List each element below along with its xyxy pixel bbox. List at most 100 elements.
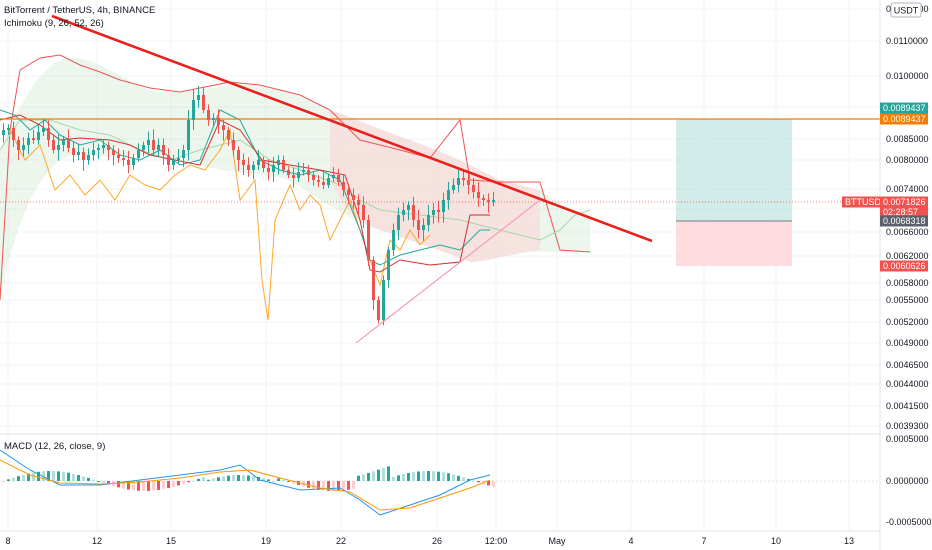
currency-badge[interactable]: [890, 2, 922, 18]
price-badge: [880, 113, 928, 125]
price-badge-label: 0.0071826: [883, 197, 926, 207]
macd-histogram-bar: [27, 473, 30, 481]
macd-tick-label: 0.0005000: [886, 434, 929, 444]
candle-body: [392, 230, 395, 250]
macd-histogram-bar: [62, 471, 65, 481]
price-tick-label: 0.0049000: [886, 338, 929, 348]
macd-histogram-bar: [317, 481, 320, 490]
candle-body: [12, 128, 15, 140]
senkou-span-b: [0, 54, 591, 301]
price-tick-label: 0.0080000: [886, 155, 929, 165]
candle-body: [102, 145, 105, 148]
time-axis[interactable]: 8 12 15 19 22 26 12:00 May 4 7 10 13: [5, 536, 854, 546]
candle-body: [457, 178, 460, 185]
macd-histogram-bar: [192, 480, 195, 482]
macd-histogram-bar: [127, 481, 130, 490]
macd-histogram-bar: [222, 476, 225, 481]
kijun-sen: [0, 114, 490, 273]
candle-body: [37, 132, 40, 140]
price-badge: [842, 196, 880, 208]
candle-body: [257, 160, 260, 165]
candle-body: [147, 140, 150, 145]
macd-histogram-bar: [252, 476, 255, 481]
candle-body: [107, 145, 110, 150]
macd-histogram-bar: [147, 481, 150, 491]
candle-body: [192, 100, 195, 120]
macd-histogram-bar: [237, 475, 240, 481]
candle-body: [222, 125, 225, 130]
macd-histogram-bar: [207, 479, 210, 481]
ichimoku-legend: Ichimoku (9, 26, 52, 26): [4, 18, 104, 29]
candle-body: [162, 145, 165, 155]
candle-body: [437, 210, 440, 212]
macd-histogram-bar: [67, 472, 70, 481]
candle-body: [307, 170, 310, 175]
macd-histogram-bar: [22, 474, 25, 481]
macd-histogram-bar: [152, 481, 155, 491]
macd-histogram-bar: [87, 477, 90, 481]
time-tick-label: 7: [701, 536, 706, 546]
macd-histogram-bar: [227, 475, 230, 481]
macd-histogram-bar: [327, 481, 330, 491]
price-badge-label: 0.0089437: [883, 114, 926, 124]
macd-histogram-bar: [102, 481, 105, 483]
candle-body: [202, 95, 205, 110]
candle-body: [427, 215, 430, 225]
macd-tick-label: 0.0000000: [886, 476, 929, 486]
price-badge-label: BTTUSDT: [845, 197, 887, 207]
macd-histogram-bar: [472, 480, 475, 482]
price-tick-label: 0.0052000: [886, 317, 929, 327]
candle-body: [142, 145, 145, 150]
macd-histogram-bar: [122, 481, 125, 489]
macd-histogram-bar: [32, 472, 35, 481]
candle-body: [132, 158, 135, 165]
macd-histogram-bar: [377, 469, 380, 481]
candle-body: [377, 300, 380, 320]
candle-body: [157, 145, 160, 150]
macd-histogram-bar: [362, 474, 365, 481]
candle-body: [112, 150, 115, 155]
macd-histogram-bar: [307, 481, 310, 488]
macd-histogram-bar: [167, 481, 170, 489]
chart-title: BitTorrent / TetherUS, 4h, BINANCE: [4, 5, 155, 16]
candle-body: [312, 175, 315, 180]
macd-histogram-bar: [332, 481, 335, 491]
macd-histogram-bar: [427, 471, 430, 481]
candle-body: [17, 140, 20, 150]
price-badge-label: 0.0089437: [883, 103, 926, 113]
macd-histogram-bar: [52, 471, 55, 481]
candle-body: [407, 205, 410, 210]
candle-body: [492, 200, 495, 202]
macd-histogram-bar: [347, 481, 350, 490]
macd-histogram-bar: [337, 481, 340, 491]
candle-body: [57, 145, 60, 150]
candle-body: [217, 118, 220, 125]
candle-body: [62, 140, 65, 145]
macd-histogram-bar: [322, 481, 325, 491]
candle-body: [357, 200, 360, 205]
macd-histogram-bar: [282, 480, 285, 482]
macd-histogram-bar: [352, 481, 355, 489]
macd-histogram-bar: [212, 478, 215, 481]
candle-body: [122, 158, 125, 160]
candle-body: [262, 160, 265, 168]
candle-body: [7, 128, 10, 130]
candle-body: [267, 168, 270, 172]
price-tick-label: 0.0058000: [886, 278, 929, 288]
candle-body: [117, 155, 120, 158]
time-tick-label: 4: [628, 536, 633, 546]
stop-zone: [676, 221, 792, 266]
macd-legend: MACD (12, 26, close, 9): [4, 441, 105, 452]
macd-histogram-bar: [442, 472, 445, 481]
descending-trendline[interactable]: [51, 14, 653, 243]
currency-badge-label: USDT: [894, 6, 919, 16]
macd-histogram-bar: [467, 478, 470, 481]
candle-body: [42, 128, 45, 132]
macd-histogram-bar: [142, 481, 145, 491]
ascending-trendline[interactable]: [355, 199, 541, 344]
macd-histogram-bar: [232, 475, 235, 481]
candle-body: [67, 140, 70, 148]
candle-body: [317, 180, 320, 182]
